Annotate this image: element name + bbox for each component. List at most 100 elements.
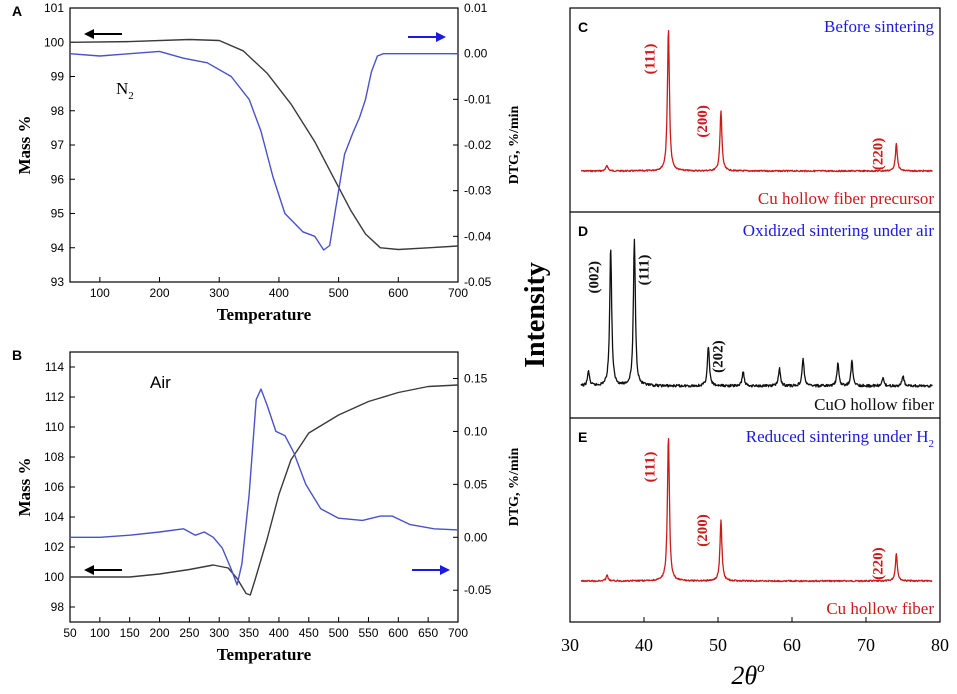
x-tick-label: 500 [329,286,349,300]
x-tick-label: 700 [448,626,468,640]
x-tick-label: 200 [150,626,170,640]
x-tick-label: 200 [150,286,170,300]
atmosphere-subscript: 2 [128,90,134,102]
xrd-pattern [580,437,933,583]
y-left-tick-label: 112 [45,390,64,404]
y-right-axis-label: DTG, %/min [507,448,522,527]
x-tick-label: 80 [931,635,949,655]
x-tick-label: 50 [709,635,727,655]
y-left-tick-label: 98 [51,104,65,118]
x-tick-label: 700 [448,286,468,300]
panel-xrd: 30 40 50 60 70 80 2θo Intensity [520,7,949,690]
x-tick-label: 70 [857,635,875,655]
panel-label: A [12,3,22,19]
y-right-tick-label: -0.05 [464,275,492,289]
y-right-tick-label: -0.05 [464,583,492,597]
y-right-tick-label: -0.01 [464,92,492,106]
right-axis-arrow-head [436,32,446,42]
peak-label: (002) [587,261,603,294]
y-left-tick-label: 100 [44,570,64,584]
y-right-tick-label: 0.01 [464,1,488,15]
xrd-frame [569,7,941,623]
y-left-tick-label: 93 [51,275,65,289]
y-left-tick-label: 97 [51,138,65,152]
x-tick-label: 450 [299,626,319,640]
peak-label: (200) [695,514,711,547]
x-tick-label: 30 [561,635,579,655]
y-left-tick-label: 94 [51,241,65,255]
peak-label: (111) [642,44,658,75]
y-axis-label: Intensity [520,262,551,368]
y-left-tick-label: 114 [45,360,64,374]
xrd-pattern [580,238,933,388]
panel-b: 50 100 150 200 250 300 350 400 450 500 550 600 650 70… [12,347,522,664]
x-tick-label: 600 [388,286,408,300]
peak-label: (111) [642,452,658,483]
subplot-title: Reduced sintering under H2 [746,427,934,450]
y-left-tick-label: 99 [51,70,65,84]
x-tick-label: 550 [358,626,378,640]
x-tick-label: 50 [63,626,77,640]
atmosphere-label: Air [150,373,171,392]
subplot-caption: Cu hollow fiber precursor [758,189,934,208]
y-left-tick-label: 96 [51,172,65,186]
peak-label: (200) [695,105,711,138]
x-axis-label: Temperature [217,305,312,324]
x-tick-label: 100 [90,626,110,640]
y-right-tick-label: 0.00 [464,47,488,61]
y-right-tick-label: 0.05 [464,477,488,491]
mass-curve [70,384,459,596]
xrd-subplot-d: (002) (111) (202) D Oxidized sintering under… [578,221,934,414]
xrd-pattern [580,30,933,173]
dtg-curve [70,388,459,586]
xrd-subplot-c: (111) (200) (220) C Before sintering Cu hollo… [578,17,934,208]
x-axis-label: 2θo [731,660,765,690]
x-tick-label: 400 [269,626,289,640]
x-tick-label: 600 [388,626,408,640]
y-left-tick-label: 100 [44,35,64,49]
panel-label: D [578,223,588,239]
x-axis-label: Temperature [217,645,312,664]
x-tick-label: 350 [239,626,259,640]
x-tick-label: 400 [269,286,289,300]
x-tick-label: 650 [418,626,438,640]
panel-label: E [578,429,587,445]
peak-label: (220) [870,547,886,580]
subplot-title-subscript: 2 [929,438,935,450]
dtg-curve [69,50,458,251]
left-axis-arrow-head [84,29,94,39]
panel-label: B [12,347,22,363]
y-left-tick-label: 102 [44,540,64,554]
y-left-axis-label: Mass % [15,457,34,516]
x-axis-label-superscript: o [757,660,765,676]
y-right-tick-label: 0.10 [464,424,488,438]
y-right-tick-label: 0.15 [464,371,488,385]
y-left-tick-label: 101 [44,1,64,15]
x-tick-label: 500 [329,626,349,640]
x-tick-label: 150 [120,626,140,640]
right-axis-arrow-head [440,565,450,575]
left-axis-arrow-head [84,565,94,575]
peak-label: (220) [870,138,886,171]
x-tick-label: 60 [783,635,801,655]
x-tick-label: 40 [635,635,653,655]
y-left-tick-label: 104 [44,510,64,524]
y-left-tick-label: 110 [45,420,64,434]
peak-label: (111) [636,255,652,286]
y-right-tick-label: -0.02 [464,138,492,152]
subplot-title: Before sintering [824,17,934,36]
x-tick-label: 300 [209,286,229,300]
subplot-caption: CuO hollow fiber [814,395,934,414]
panel-label: C [578,19,588,35]
y-right-axis-label: DTG, %/min [507,106,522,185]
subplot-caption: Cu hollow fiber [826,599,934,618]
y-right-tick-label: -0.04 [464,229,492,243]
y-left-tick-label: 106 [44,480,64,494]
y-right-tick-label: -0.03 [464,184,492,198]
y-left-tick-label: 108 [44,450,64,464]
xrd-subplot-e: (111) (200) (220) E Reduced sintering under … [578,427,934,618]
y-left-tick-label: 98 [51,600,65,614]
panel-a: 100 200 300 400 500 600 700 93 94 95 96 97 98 99 100 10… [12,1,522,324]
subplot-title: Oxidized sintering under air [743,221,935,240]
